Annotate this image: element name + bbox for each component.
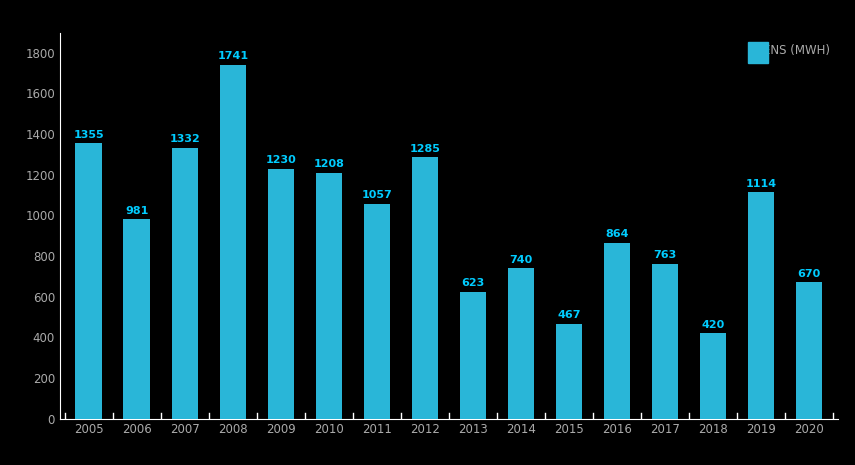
Bar	[268, 169, 294, 418]
Text: 420: 420	[701, 319, 725, 330]
Bar	[796, 282, 823, 418]
Bar	[220, 65, 246, 418]
FancyBboxPatch shape	[748, 42, 768, 63]
Text: 1208: 1208	[314, 159, 345, 169]
Bar	[604, 243, 630, 418]
Text: 1332: 1332	[169, 134, 200, 144]
Bar	[363, 204, 390, 418]
Bar	[123, 219, 150, 418]
Bar	[315, 173, 342, 418]
Text: 981: 981	[125, 206, 149, 216]
Text: 740: 740	[510, 254, 533, 265]
Text: 1114: 1114	[746, 179, 776, 188]
Text: 623: 623	[461, 278, 485, 288]
Bar	[652, 264, 678, 418]
Bar	[75, 143, 102, 418]
Text: 763: 763	[653, 250, 676, 260]
Text: 1230: 1230	[265, 155, 296, 165]
Text: 1057: 1057	[362, 190, 392, 200]
Bar	[411, 158, 438, 418]
Bar	[748, 192, 775, 418]
Text: 1285: 1285	[410, 144, 440, 154]
Text: 670: 670	[798, 269, 821, 279]
Bar	[460, 292, 486, 418]
Bar	[172, 148, 198, 419]
Text: 1741: 1741	[217, 51, 248, 61]
Text: 864: 864	[605, 229, 628, 239]
Text: 467: 467	[557, 310, 581, 320]
Bar	[700, 333, 726, 418]
Text: 1355: 1355	[74, 130, 104, 140]
Bar	[508, 268, 534, 418]
Text: ENS (MWH): ENS (MWH)	[764, 44, 830, 57]
Bar	[556, 324, 582, 418]
